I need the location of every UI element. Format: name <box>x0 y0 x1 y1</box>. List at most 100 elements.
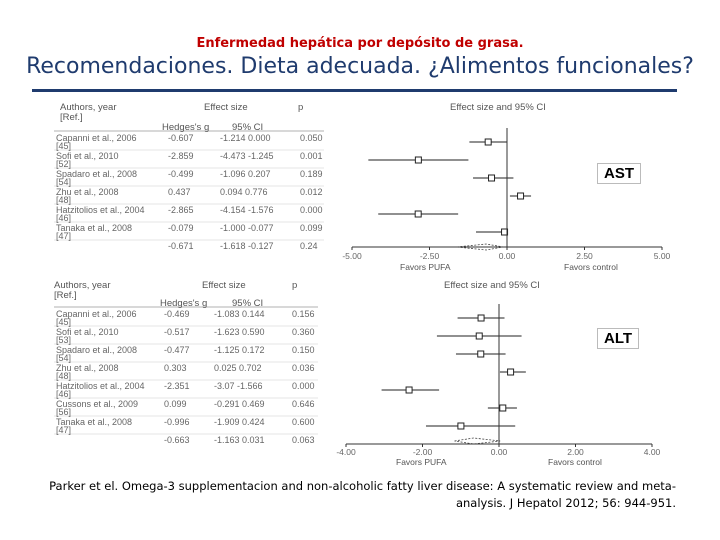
header-authors: Authors, year <box>60 102 117 113</box>
effect-marker <box>484 138 492 146</box>
header-ref: [Ref.] <box>60 112 83 123</box>
study-ci: -4.473 -1.245 <box>220 151 274 161</box>
header-ci: 95% CI <box>232 298 264 309</box>
study-ci: -4.154 -1.576 <box>220 205 274 215</box>
study-ref: [48] <box>56 371 72 381</box>
favors-right: Favors control <box>548 457 602 467</box>
study-hedges-g: -2.351 <box>164 381 190 391</box>
pooled-diamond <box>454 437 501 445</box>
axis-tick-label: 0.00 <box>498 251 516 261</box>
study-ref: [45] <box>56 317 72 327</box>
study-ref: [45] <box>56 141 72 151</box>
study-ci: 0.025 0.702 <box>214 363 262 373</box>
axis-tick-label: -2.00 <box>412 447 433 457</box>
header-authors: Authors, year <box>54 280 111 291</box>
axis-tick-label: -5.00 <box>342 251 362 261</box>
outcome-tag-alt: ALT <box>597 328 640 349</box>
header-p: p <box>292 280 298 291</box>
study-ci: -1.214 0.000 <box>220 133 271 143</box>
study-hedges-g: -0.477 <box>164 345 190 355</box>
effect-marker <box>405 386 413 394</box>
study-author: Sofi et al., 2010 <box>56 151 119 161</box>
effect-marker <box>499 404 507 412</box>
favors-left: Favors PUFA <box>400 262 451 272</box>
study-author: Tanaka et al., 2008 <box>56 417 133 427</box>
study-author: Zhu et al., 2008 <box>56 187 119 197</box>
study-ci: -1.083 0.144 <box>214 309 265 319</box>
study-author: Sofi et al., 2010 <box>56 327 119 337</box>
axis-tick-label: -4.00 <box>336 447 356 457</box>
effect-marker <box>475 332 483 340</box>
pooled-p: 0.063 <box>292 435 315 445</box>
header-effect: Effect size <box>202 280 246 291</box>
forest-svg <box>54 304 653 447</box>
effect-marker <box>507 368 515 376</box>
study-p: 0.600 <box>292 417 315 427</box>
axis-tick-label: 5.00 <box>653 251 671 261</box>
study-p: 0.099 <box>300 223 323 233</box>
header-ref: [Ref.] <box>54 290 77 301</box>
forest-svg <box>54 128 663 251</box>
forest-plot-ast: Authors, year [Ref.] Effect size Hedges'… <box>52 100 677 272</box>
axis-tick-label: 4.00 <box>643 447 661 457</box>
study-ref: [52] <box>56 159 72 169</box>
header-plot: Effect size and 95% CI <box>450 102 546 113</box>
study-ci: -1.125 0.172 <box>214 345 265 355</box>
study-ci: -1.909 0.424 <box>214 417 265 427</box>
study-ref: [56] <box>56 407 72 417</box>
effect-marker <box>477 314 485 322</box>
title-rule <box>32 89 677 92</box>
study-ci: -1.623 0.590 <box>214 327 265 337</box>
study-author: Zhu et al., 2008 <box>56 363 119 373</box>
slide-title: Recomendaciones. Dieta adecuada. ¿Alimen… <box>26 54 694 79</box>
header-hedges: Hedges's g <box>162 122 210 133</box>
study-ref: [46] <box>56 389 72 399</box>
effect-marker <box>488 174 496 182</box>
effect-marker <box>517 192 525 200</box>
study-hedges-g: -0.079 <box>168 223 194 233</box>
study-p: 0.001 <box>300 151 323 161</box>
axis-tick-label: -2.50 <box>419 251 440 261</box>
study-ci: -3.07 -1.566 <box>214 381 263 391</box>
study-hedges-g: 0.437 <box>168 187 191 197</box>
study-p: 0.000 <box>292 381 315 391</box>
effect-marker <box>477 350 485 358</box>
study-hedges-g: -0.499 <box>168 169 194 179</box>
effect-marker <box>457 422 465 430</box>
study-hedges-g: -0.996 <box>164 417 190 427</box>
study-author: Hatzitolios et al., 2004 <box>56 205 145 215</box>
study-p: 0.156 <box>292 309 315 319</box>
study-p: 0.012 <box>300 187 323 197</box>
study-author: Spadaro et al., 2008 <box>56 345 138 355</box>
study-hedges-g: 0.303 <box>164 363 187 373</box>
forest-plot-alt: Authors, year [Ref.] Effect size Hedges'… <box>52 276 677 469</box>
study-author: Spadaro et al., 2008 <box>56 169 138 179</box>
favors-left: Favors PUFA <box>396 457 447 467</box>
header-p: p <box>298 102 304 113</box>
favors-right: Favors control <box>564 262 618 272</box>
header-ci: 95% CI <box>232 122 264 133</box>
study-ref: [54] <box>56 177 72 187</box>
pooled-hedges-g: -0.671 <box>168 241 194 251</box>
study-p: 0.036 <box>292 363 315 373</box>
study-p: 0.646 <box>292 399 315 409</box>
pooled-ci: -1.163 0.031 <box>214 435 265 445</box>
study-hedges-g: -2.859 <box>168 151 194 161</box>
study-ref: [48] <box>56 195 72 205</box>
header-hedges: Hedges's g <box>160 298 208 309</box>
study-ci: -1.000 -0.077 <box>220 223 274 233</box>
effect-marker <box>501 228 509 236</box>
slide-subtitle: Enfermedad hepática por depósito de gras… <box>196 36 524 51</box>
effect-marker <box>414 210 422 218</box>
study-p: 0.360 <box>292 327 315 337</box>
header-effect: Effect size <box>204 102 248 113</box>
study-ci: -1.096 0.207 <box>220 169 271 179</box>
study-author: Capanni et al., 2006 <box>56 133 137 143</box>
study-ref: [47] <box>56 231 72 241</box>
outcome-tag-ast: AST <box>597 163 641 184</box>
header-plot: Effect size and 95% CI <box>444 280 540 291</box>
axis-tick-label: 2.50 <box>576 251 593 261</box>
study-ref: [47] <box>56 425 72 435</box>
study-author: Hatzitolios et al., 2004 <box>56 381 145 391</box>
study-hedges-g: -0.607 <box>168 133 194 143</box>
